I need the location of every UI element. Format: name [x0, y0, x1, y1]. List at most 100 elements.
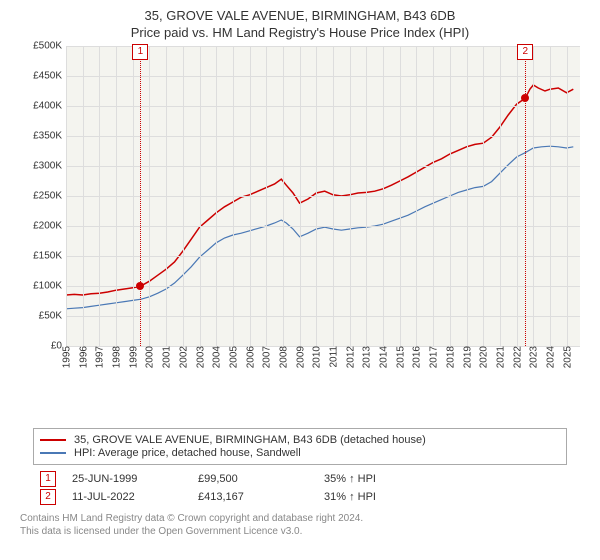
marker-dot — [521, 94, 529, 102]
x-tick-label: 2025 — [560, 346, 573, 368]
x-tick-label: 2008 — [276, 346, 289, 368]
sale-price: £413,167 — [198, 491, 308, 503]
x-tick-label: 2019 — [460, 346, 473, 368]
y-tick-label: £450K — [33, 71, 66, 82]
gridline-h — [66, 106, 580, 107]
gridline-v — [433, 46, 434, 346]
x-tick-label: 2006 — [243, 346, 256, 368]
gridline-v — [483, 46, 484, 346]
sales-table: 125-JUN-1999£99,50035% ↑ HPI211-JUL-2022… — [40, 471, 560, 505]
gridline-v — [500, 46, 501, 346]
y-tick-label: £50K — [39, 311, 66, 322]
x-tick-label: 1997 — [93, 346, 106, 368]
x-tick-label: 2024 — [543, 346, 556, 368]
gridline-v — [166, 46, 167, 346]
marker-line — [140, 46, 141, 346]
gridline-v — [550, 46, 551, 346]
gridline-v — [567, 46, 568, 346]
x-tick-label: 2023 — [527, 346, 540, 368]
x-tick-label: 2001 — [160, 346, 173, 368]
gridline-h — [66, 166, 580, 167]
gridline-v — [316, 46, 317, 346]
gridline-v — [517, 46, 518, 346]
x-tick-label: 2009 — [293, 346, 306, 368]
legend-label: HPI: Average price, detached house, Sand… — [74, 447, 301, 459]
legend-item: HPI: Average price, detached house, Sand… — [40, 447, 560, 459]
x-tick-label: 2007 — [260, 346, 273, 368]
y-tick-label: £350K — [33, 131, 66, 142]
gridline-v — [266, 46, 267, 346]
gridline-h — [66, 76, 580, 77]
x-tick-label: 2017 — [427, 346, 440, 368]
sale-row: 1 25-JUN-1999 £99,500 35% ↑ HPI — [40, 471, 560, 487]
gridline-v — [183, 46, 184, 346]
gridline-v — [233, 46, 234, 346]
x-tick-label: 2005 — [226, 346, 239, 368]
gridline-v — [450, 46, 451, 346]
gridline-h — [66, 226, 580, 227]
x-tick-label: 1996 — [76, 346, 89, 368]
sale-vs-hpi: 35% ↑ HPI — [324, 473, 434, 485]
gridline-h — [66, 256, 580, 257]
gridline-h — [66, 136, 580, 137]
marker-label: 1 — [132, 44, 148, 60]
legend: 35, GROVE VALE AVENUE, BIRMINGHAM, B43 6… — [33, 428, 567, 465]
x-tick-label: 2016 — [410, 346, 423, 368]
gridline-v — [400, 46, 401, 346]
gridline-v — [250, 46, 251, 346]
plot-area: £0£50K£100K£150K£200K£250K£300K£350K£400… — [66, 46, 580, 346]
x-tick-label: 2010 — [310, 346, 323, 368]
sale-price: £99,500 — [198, 473, 308, 485]
marker-line — [525, 46, 526, 346]
gridline-v — [99, 46, 100, 346]
marker-label: 2 — [517, 44, 533, 60]
x-tick-label: 2021 — [493, 346, 506, 368]
sale-date: 25-JUN-1999 — [72, 473, 182, 485]
x-tick-label: 2013 — [360, 346, 373, 368]
marker-dot — [136, 282, 144, 290]
x-tick-label: 2015 — [393, 346, 406, 368]
y-tick-label: £200K — [33, 221, 66, 232]
gridline-h — [66, 196, 580, 197]
gridline-v — [333, 46, 334, 346]
x-tick-label: 2012 — [343, 346, 356, 368]
sale-marker: 1 — [40, 471, 56, 487]
gridline-v — [467, 46, 468, 346]
gridline-v — [83, 46, 84, 346]
gridline-v — [533, 46, 534, 346]
y-tick-label: £500K — [33, 41, 66, 52]
x-tick-label: 2002 — [176, 346, 189, 368]
legend-item: 35, GROVE VALE AVENUE, BIRMINGHAM, B43 6… — [40, 434, 560, 446]
sale-marker: 2 — [40, 489, 56, 505]
gridline-v — [133, 46, 134, 346]
gridline-v — [283, 46, 284, 346]
price-chart: £0£50K£100K£150K£200K£250K£300K£350K£400… — [20, 46, 580, 386]
gridline-v — [350, 46, 351, 346]
attribution-line: This data is licensed under the Open Gov… — [20, 526, 580, 539]
gridline-v — [300, 46, 301, 346]
y-tick-label: £150K — [33, 251, 66, 262]
sale-row: 211-JUL-2022£413,16731% ↑ HPI — [40, 489, 560, 505]
page-subtitle: Price paid vs. HM Land Registry's House … — [0, 25, 600, 40]
gridline-v — [149, 46, 150, 346]
x-tick-label: 2014 — [377, 346, 390, 368]
x-tick-label: 2011 — [327, 346, 340, 368]
x-tick-label: 2020 — [477, 346, 490, 368]
x-tick-label: 2003 — [193, 346, 206, 368]
x-tick-label: 1998 — [110, 346, 123, 368]
gridline-v — [66, 46, 67, 346]
y-tick-label: £250K — [33, 191, 66, 202]
legend-swatch — [40, 452, 66, 454]
x-tick-label: 2018 — [443, 346, 456, 368]
attribution-line: Contains HM Land Registry data © Crown c… — [20, 513, 580, 526]
gridline-v — [200, 46, 201, 346]
y-tick-label: £300K — [33, 161, 66, 172]
sale-vs-hpi: 31% ↑ HPI — [324, 491, 434, 503]
x-tick-label: 2004 — [210, 346, 223, 368]
x-tick-label: 2000 — [143, 346, 156, 368]
x-tick-label: 1995 — [60, 346, 73, 368]
gridline-v — [116, 46, 117, 346]
x-tick-label: 1999 — [126, 346, 139, 368]
gridline-v — [416, 46, 417, 346]
page-title: 35, GROVE VALE AVENUE, BIRMINGHAM, B43 6… — [0, 8, 600, 23]
